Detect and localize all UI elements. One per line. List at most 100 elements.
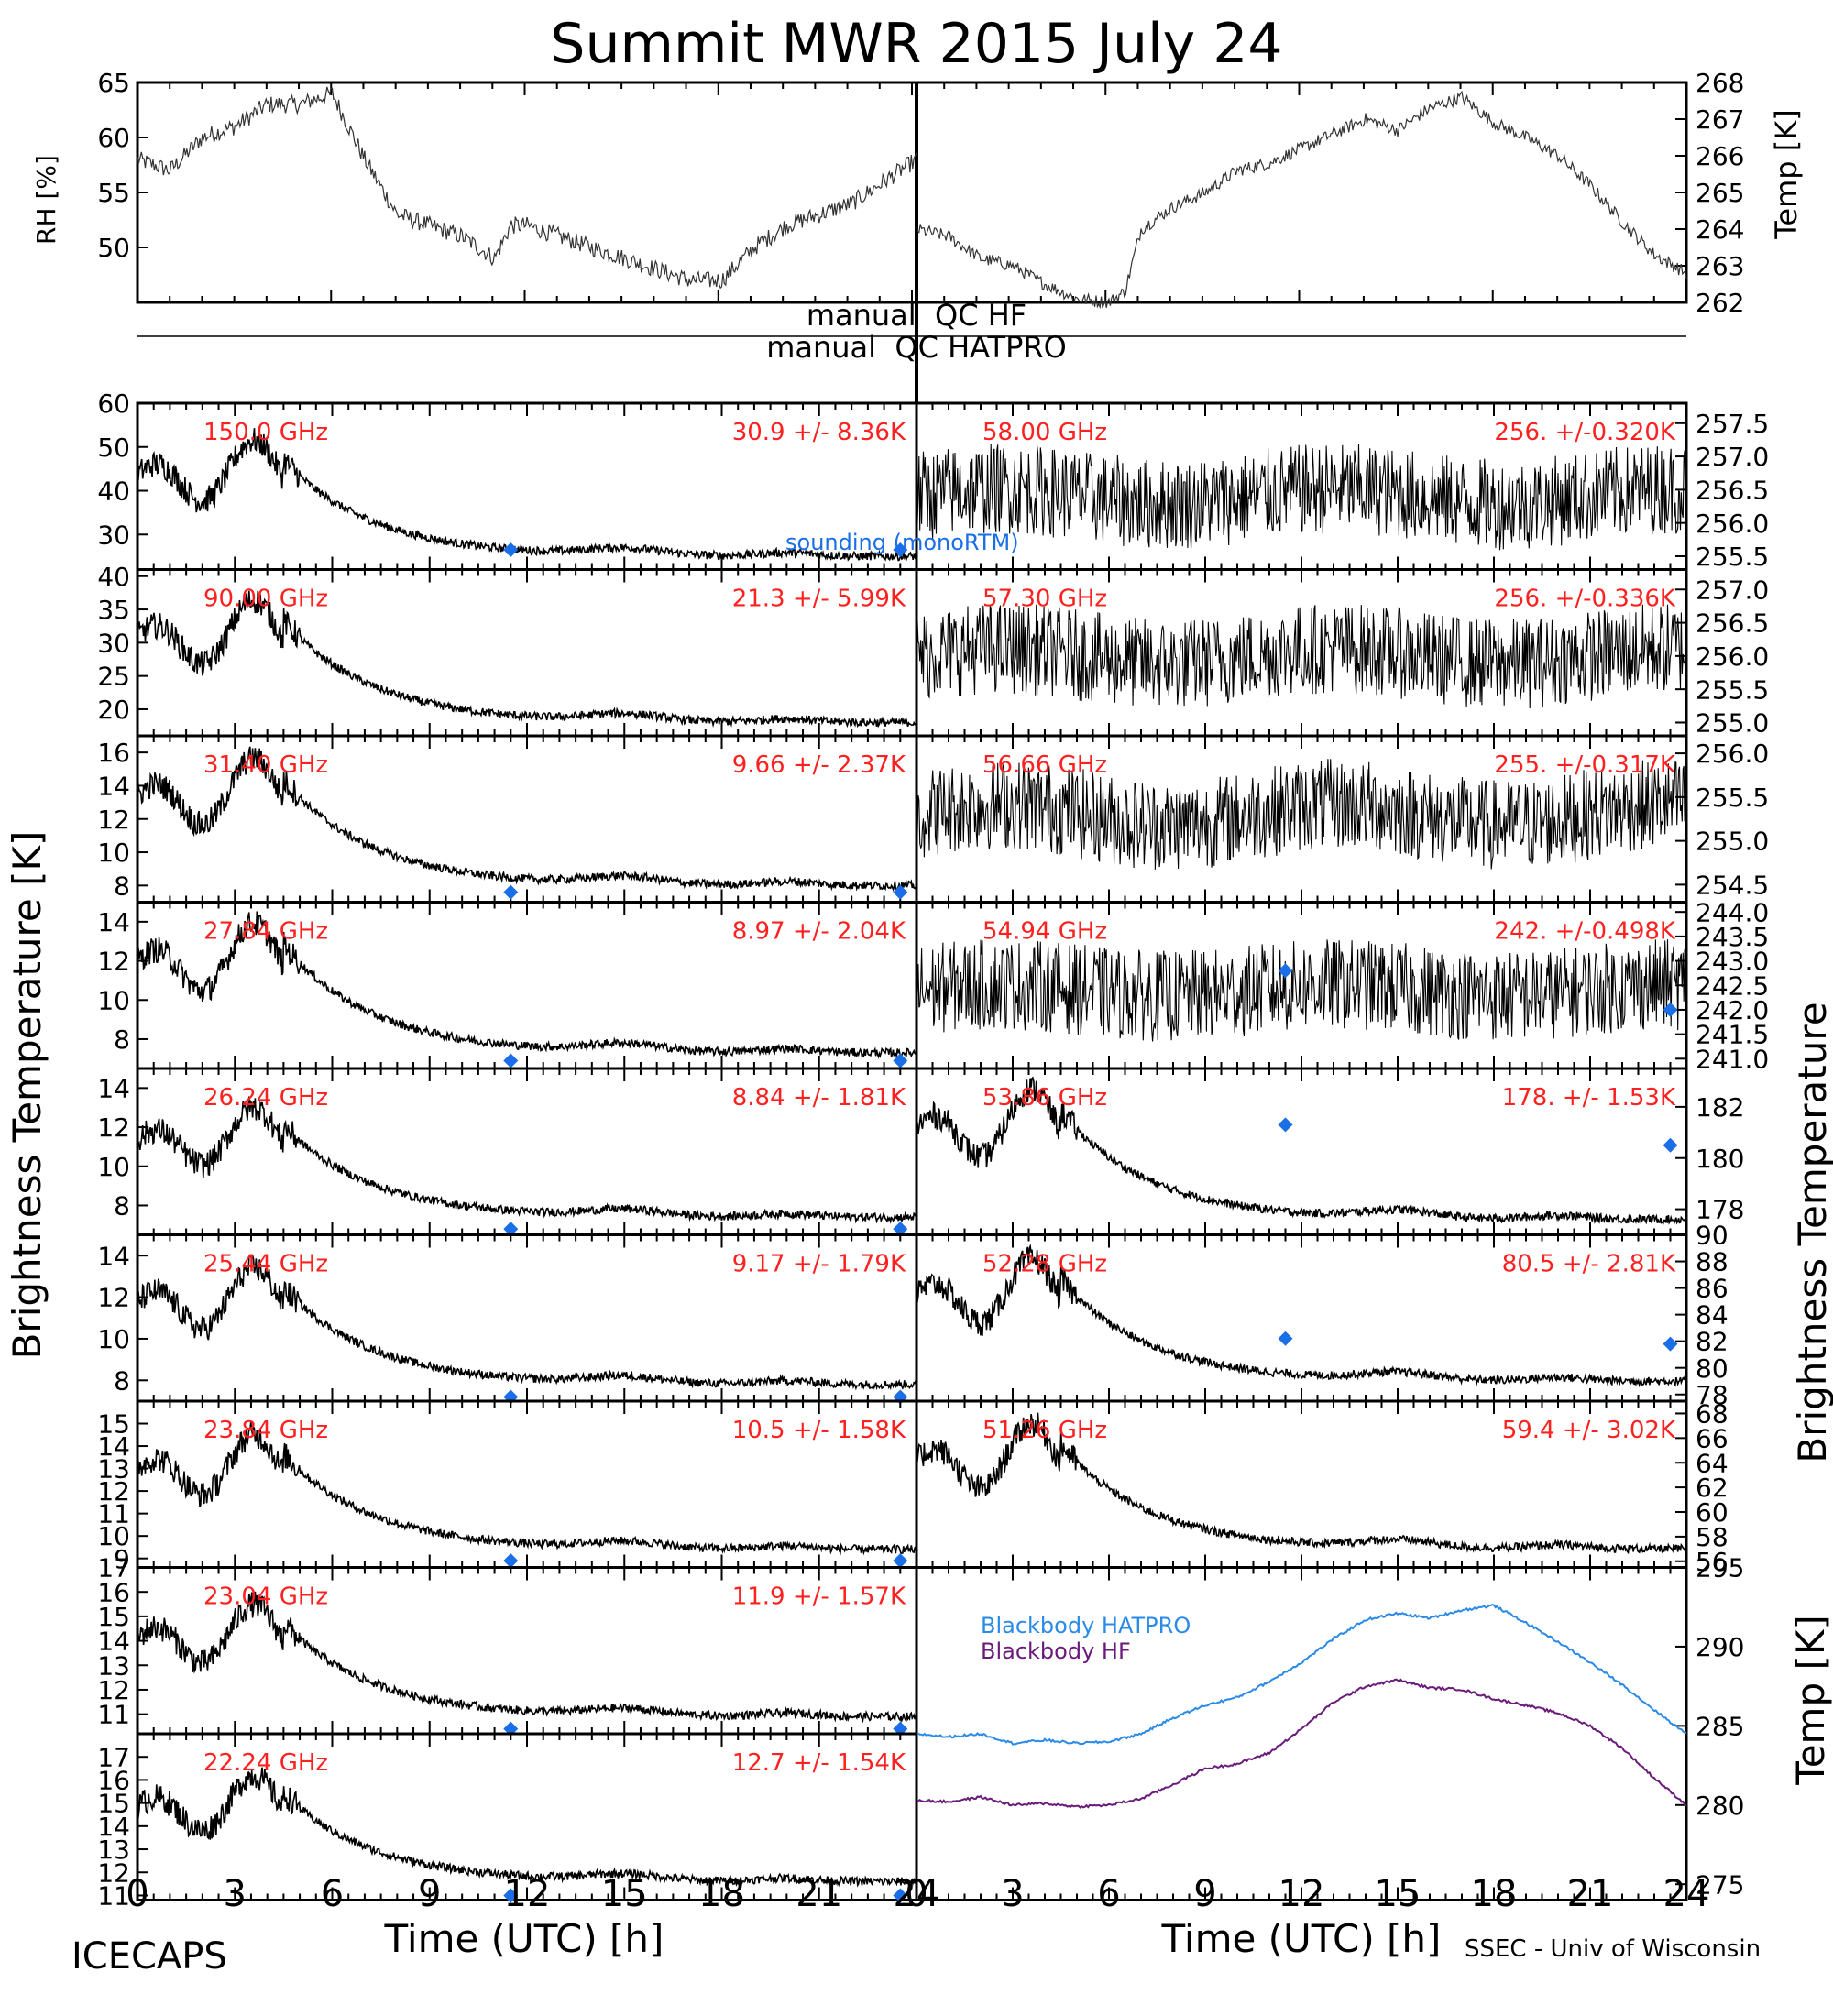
rh-tick-label: 55 bbox=[97, 178, 130, 208]
right-channel-2-tick-label: 255.0 bbox=[1696, 708, 1769, 739]
left-channel-4-sounding-point bbox=[893, 1053, 908, 1068]
right-channel-5-tick-label: 180 bbox=[1696, 1144, 1744, 1174]
right-channel-2-tick-label: 256.5 bbox=[1696, 608, 1769, 639]
left-channel-9-tick-label: 14 bbox=[97, 1812, 130, 1842]
right-channel-2-trace bbox=[916, 604, 1687, 709]
left-channel-7-tick-label: 10 bbox=[97, 1521, 130, 1551]
left-channel-2-tick-label: 40 bbox=[97, 562, 130, 592]
left-channel-4-tick-label: 12 bbox=[97, 947, 130, 977]
left-channel-5-stats: 8.84 +/- 1.81K bbox=[732, 1084, 906, 1112]
left-channel-3-tick-label: 10 bbox=[97, 838, 130, 868]
right-channel-2-tick-label: 256.0 bbox=[1696, 641, 1769, 672]
right-channel-6-trace bbox=[916, 1244, 1687, 1388]
left-channel-1-stats: 30.9 +/- 8.36K bbox=[732, 419, 906, 446]
footer-icecaps: ICECAPS bbox=[71, 1935, 227, 1978]
temp-axis-label: Temp [K] bbox=[1769, 109, 1804, 239]
right-channel-3-trace bbox=[916, 759, 1687, 870]
x-tick-label-right: 21 bbox=[1567, 1873, 1614, 1915]
left-channel-5-tick-label: 12 bbox=[97, 1112, 130, 1143]
right-channel-1-tick-label: 257.5 bbox=[1696, 409, 1769, 439]
right-channel-6-tick-label: 84 bbox=[1696, 1300, 1729, 1331]
y-axis-label-left: Brightness Temperature [K] bbox=[5, 831, 49, 1360]
right-channel-1-tick-label: 256.0 bbox=[1696, 509, 1769, 539]
right-channel-6-sounding-point bbox=[1278, 1331, 1293, 1346]
left-channel-3-tick-label: 14 bbox=[97, 772, 130, 802]
blackbody-series-1 bbox=[916, 1604, 1686, 1746]
right-channel-7-tick-label: 66 bbox=[1696, 1423, 1729, 1453]
right-channel-4-tick-label: 243.5 bbox=[1696, 922, 1769, 952]
right-channel-3-tick-label: 255.0 bbox=[1696, 827, 1769, 857]
x-tick-label-right: 15 bbox=[1375, 1873, 1421, 1915]
right-channel-5-tick-label: 178 bbox=[1696, 1195, 1744, 1225]
left-channel-9-tick-label: 11 bbox=[97, 1881, 130, 1912]
left-channel-7-sounding-point bbox=[893, 1553, 908, 1569]
chart-title: Summit MWR 2015 July 24 bbox=[550, 12, 1282, 76]
x-axis-label-left: Time (UTC) [h] bbox=[384, 1916, 664, 1961]
right-channel-4-stats: 242. +/-0.498K bbox=[1494, 918, 1676, 946]
right-channel-6-tick-label: 90 bbox=[1696, 1221, 1729, 1251]
left-channel-1-tick-label: 40 bbox=[97, 477, 130, 507]
x-tick-label-left: 0 bbox=[126, 1873, 148, 1915]
left-channel-3-sounding-point bbox=[893, 884, 908, 900]
left-channel-2-stats: 21.3 +/- 5.99K bbox=[732, 586, 906, 613]
right-channel-7-tick-label: 56 bbox=[1696, 1547, 1729, 1577]
blackbody-series-2 bbox=[916, 1678, 1687, 1809]
left-channel-2-tick-label: 20 bbox=[97, 695, 130, 725]
left-channel-9-tick-label: 16 bbox=[97, 1765, 130, 1795]
left-channel-1-tick-label: 30 bbox=[97, 520, 130, 550]
temp-tick-label: 266 bbox=[1696, 141, 1744, 171]
left-channel-7-tick-label: 13 bbox=[97, 1454, 130, 1485]
left-channel-8-tick-label: 16 bbox=[97, 1577, 130, 1607]
x-tick-label-left: 15 bbox=[601, 1873, 648, 1915]
right-channel-4-tick-label: 244.0 bbox=[1696, 897, 1769, 927]
left-channel-3-stats: 9.66 +/- 2.37K bbox=[732, 751, 906, 779]
x-tick-label-right: 18 bbox=[1471, 1873, 1518, 1915]
left-channel-7-frequency: 23.84 GHz bbox=[203, 1417, 328, 1444]
left-channel-2-tick-label: 25 bbox=[97, 662, 130, 692]
left-channel-4-trace bbox=[137, 911, 917, 1060]
left-channel-9-sounding-point bbox=[893, 1888, 908, 1903]
right-channel-4-tick-label: 241.0 bbox=[1696, 1044, 1769, 1074]
left-channel-1-tick-label: 60 bbox=[97, 389, 130, 419]
left-channel-7-sounding-point bbox=[503, 1553, 519, 1569]
temp-tick-label: 263 bbox=[1696, 251, 1744, 281]
left-channel-8-tick-label: 11 bbox=[97, 1700, 130, 1730]
plot-area: 6560555026826726626526426326260504030150… bbox=[97, 68, 1769, 1915]
rh-tick-label: 65 bbox=[97, 68, 130, 98]
right-channel-3-frequency: 56.66 GHz bbox=[982, 751, 1107, 779]
temp-tick-label: 267 bbox=[1696, 104, 1744, 135]
right-channel-6-tick-label: 86 bbox=[1696, 1274, 1729, 1304]
left-channel-3-sounding-point bbox=[503, 884, 519, 900]
left-channel-7-tick-label: 11 bbox=[97, 1499, 130, 1529]
rh-tick-label: 50 bbox=[97, 233, 130, 263]
left-channel-5-trace bbox=[137, 1096, 917, 1224]
blackbody-tick-label: 290 bbox=[1696, 1632, 1744, 1662]
legend-blackbody-hatpro: Blackbody HATPRO bbox=[981, 1613, 1191, 1638]
left-channel-6-frequency: 25.44 GHz bbox=[203, 1251, 328, 1278]
left-channel-7-trace bbox=[137, 1422, 917, 1556]
right-channel-5-sounding-point bbox=[1278, 1117, 1293, 1133]
right-channel-7-stats: 59.4 +/- 3.02K bbox=[1502, 1417, 1676, 1444]
left-channel-8-stats: 11.9 +/- 1.57K bbox=[732, 1583, 906, 1611]
left-channel-9-tick-label: 12 bbox=[97, 1857, 130, 1888]
right-channel-4-trace bbox=[916, 939, 1687, 1042]
x-tick-label-left: 12 bbox=[504, 1873, 551, 1915]
left-channel-3-tick-label: 16 bbox=[97, 738, 130, 768]
rh-line bbox=[137, 86, 917, 290]
x-tick-label-left: 24 bbox=[894, 1873, 940, 1915]
blackbody-tick-label: 275 bbox=[1696, 1869, 1744, 1900]
temp-tick-label: 264 bbox=[1696, 214, 1744, 245]
right-channel-3-stats: 255. +/-0.317K bbox=[1494, 751, 1676, 779]
blackbody-tick-label: 295 bbox=[1696, 1553, 1744, 1583]
right-channel-1-tick-label: 255.5 bbox=[1696, 542, 1769, 572]
rh-axis-label: RH [%] bbox=[31, 155, 61, 245]
x-tick-label-left: 9 bbox=[418, 1873, 441, 1915]
right-channel-2-tick-label: 255.5 bbox=[1696, 674, 1769, 705]
left-channel-5-sounding-point bbox=[503, 1222, 519, 1237]
right-channel-7-frequency: 51.26 GHz bbox=[982, 1417, 1107, 1444]
right-channel-7-tick-label: 68 bbox=[1696, 1399, 1729, 1430]
left-channel-6-tick-label: 14 bbox=[97, 1241, 130, 1271]
left-channel-4-tick-label: 14 bbox=[97, 907, 130, 937]
left-channel-8-tick-label: 13 bbox=[97, 1650, 130, 1681]
